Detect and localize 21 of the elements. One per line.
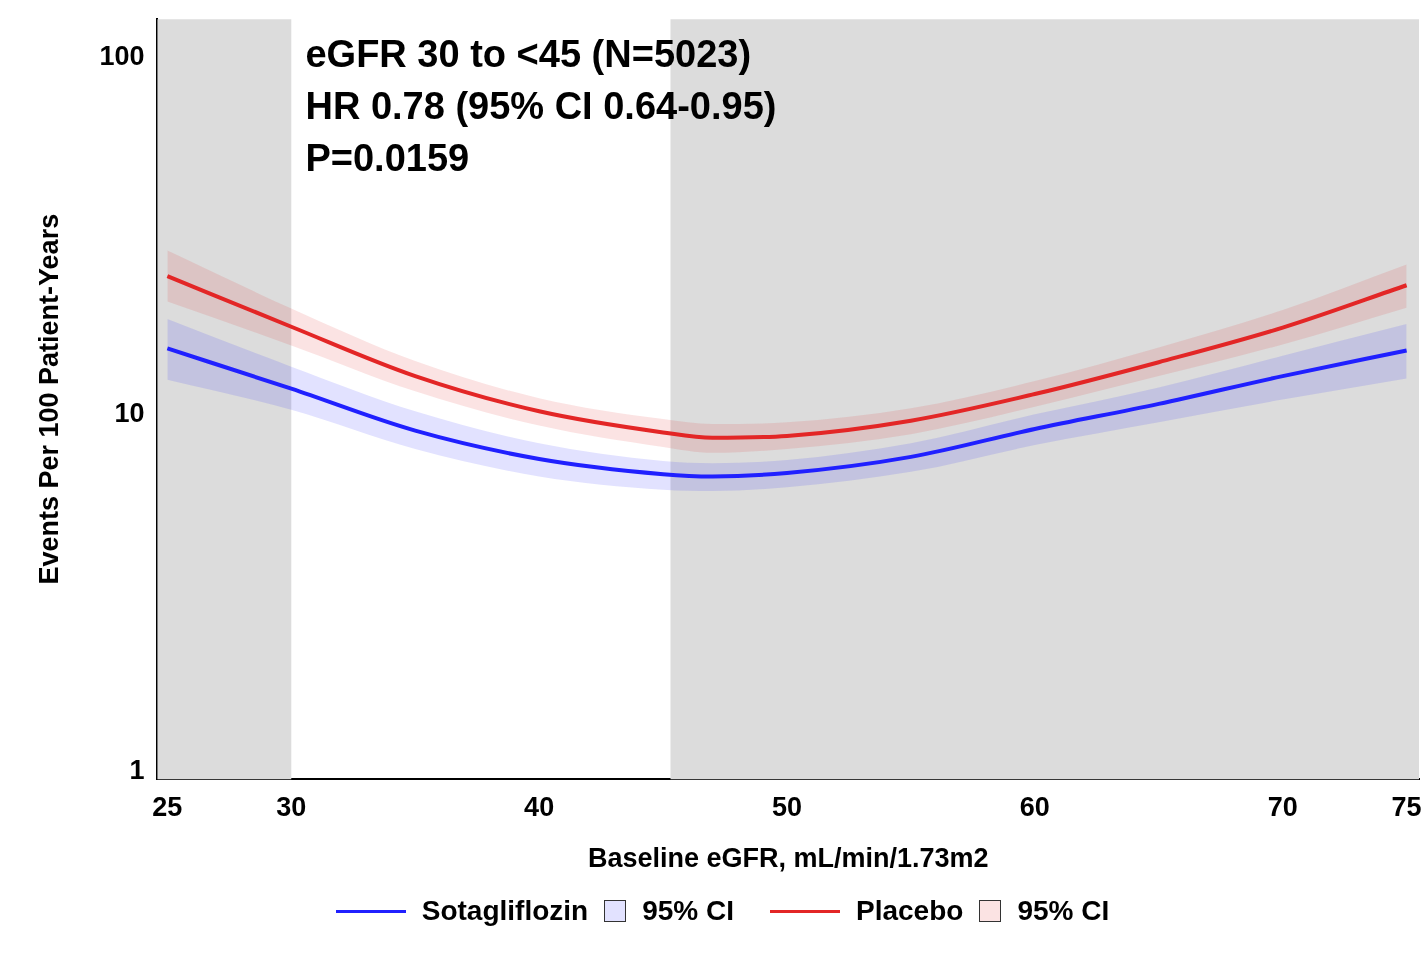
line-series (165, 274, 1409, 440)
text: 95% CI (642, 895, 735, 927)
x-tick-label: 75 (1391, 791, 1422, 822)
annotation: HR 0.78 (95% CI 0.64-0.95) (305, 84, 777, 127)
x-tick-label: 25 (152, 791, 183, 822)
annotation: eGFR 30 to <45 (N=5023) (305, 32, 752, 75)
x-axis-title: Baseline eGFR, mL/min/1.73m2 (587, 843, 989, 874)
text: 95% CI (1017, 895, 1110, 927)
x-tick-label: 40 (524, 791, 555, 822)
x-tick-label: 50 (771, 791, 803, 822)
x-tick-label: 60 (1019, 791, 1050, 822)
x-tick-label: 70 (1267, 791, 1298, 822)
y-tick-label: 1 (129, 754, 145, 785)
line-series (165, 346, 1409, 479)
legend-label: Placebo (856, 895, 964, 927)
x-tick-label: 30 (276, 791, 307, 822)
y-tick-label: 100 (99, 40, 145, 71)
y-tick-label: 10 (114, 397, 145, 428)
legend-label: Sotagliflozin (421, 895, 589, 927)
annotation: P=0.0159 (305, 136, 470, 179)
y-axis-title: Events Per 100 Patient-Years (33, 213, 64, 585)
